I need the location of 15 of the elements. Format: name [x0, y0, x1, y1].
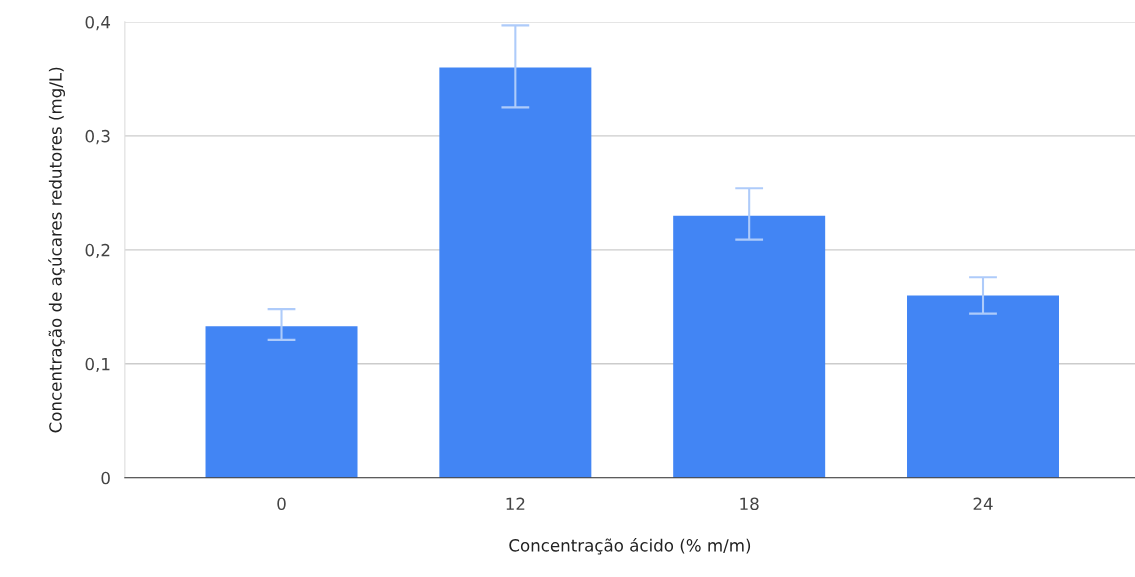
bar	[907, 295, 1059, 478]
y-tick-label: 0,4	[85, 15, 111, 31]
y-tick-label: 0,1	[85, 357, 110, 373]
x-axis-title: Concentração ácido (% m/m)	[509, 538, 751, 555]
x-tick-label: 24	[973, 497, 993, 510]
bar	[439, 67, 592, 478]
y-tick-label: 0,2	[85, 243, 110, 259]
y-tick-label: 0,3	[85, 129, 110, 145]
y-axis-title: Concentração de açúcares redutores (mg/L)	[48, 67, 66, 433]
bar	[673, 215, 826, 478]
bar	[205, 326, 358, 478]
y-tick-label: 0	[101, 471, 110, 485]
x-tick-label: 18	[740, 497, 759, 511]
x-tick-label: 0	[277, 497, 286, 511]
x-tick-label: 12	[506, 497, 525, 510]
